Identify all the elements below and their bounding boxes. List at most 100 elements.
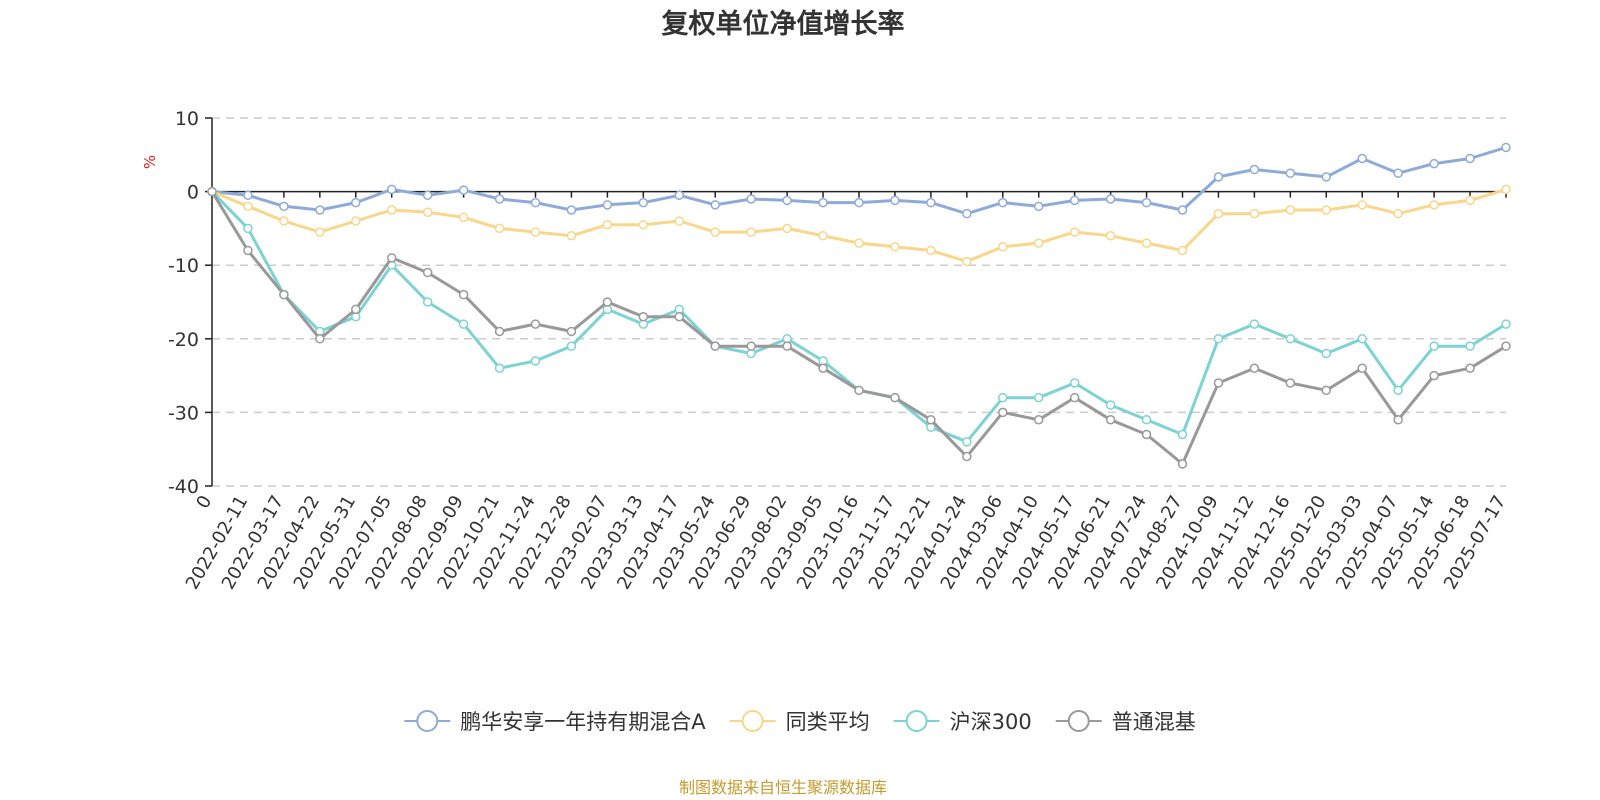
y-tick-label: 0 bbox=[187, 182, 199, 204]
data-point bbox=[818, 231, 828, 241]
data-point bbox=[1249, 363, 1260, 373]
data-point bbox=[1429, 158, 1439, 169]
legend-item[interactable]: 普通混基 bbox=[1055, 710, 1196, 734]
data-point bbox=[1321, 205, 1332, 215]
data-point bbox=[422, 297, 433, 307]
data-point bbox=[1357, 363, 1367, 373]
data-point bbox=[998, 407, 1008, 418]
legend-marker bbox=[1067, 710, 1090, 732]
data-point bbox=[530, 319, 541, 329]
series-2 bbox=[207, 186, 1511, 447]
data-point bbox=[998, 242, 1008, 252]
data-point bbox=[1501, 142, 1511, 153]
data-point bbox=[1105, 231, 1116, 241]
data-point bbox=[710, 227, 720, 237]
data-point bbox=[1069, 378, 1080, 388]
data-point bbox=[1033, 415, 1044, 425]
data-point bbox=[458, 319, 469, 329]
series-3 bbox=[207, 186, 1511, 469]
series-line bbox=[210, 190, 1507, 444]
data-point bbox=[207, 186, 217, 197]
data-point bbox=[962, 451, 972, 462]
data-point bbox=[315, 227, 325, 237]
data-point bbox=[1393, 168, 1403, 178]
data-point bbox=[962, 208, 972, 219]
data-point bbox=[818, 197, 828, 208]
legend-item[interactable]: 同类平均 bbox=[729, 710, 870, 734]
data-point bbox=[638, 197, 649, 208]
data-point bbox=[674, 190, 685, 201]
data-point bbox=[1465, 341, 1475, 351]
data-point bbox=[1105, 415, 1116, 425]
data-point bbox=[818, 363, 828, 373]
series-lines bbox=[207, 142, 1511, 469]
data-point bbox=[1069, 227, 1080, 237]
data-point bbox=[854, 197, 864, 208]
data-point bbox=[926, 415, 936, 425]
legend-label: 同类平均 bbox=[786, 710, 870, 734]
legend-label: 鹏华安享一年持有期混合A bbox=[460, 710, 706, 734]
data-point bbox=[279, 216, 289, 226]
data-point bbox=[1321, 385, 1332, 396]
legend-marker bbox=[416, 710, 439, 732]
data-point bbox=[1249, 208, 1260, 219]
data-point bbox=[782, 341, 792, 351]
data-point bbox=[710, 200, 720, 210]
data-point bbox=[1357, 153, 1367, 164]
data-point bbox=[1141, 197, 1152, 208]
data-point bbox=[494, 363, 505, 373]
data-point bbox=[998, 392, 1008, 403]
data-point bbox=[315, 334, 325, 344]
data-point bbox=[1177, 245, 1188, 256]
legend-item[interactable]: 沪深300 bbox=[893, 710, 1032, 734]
data-point bbox=[422, 267, 433, 278]
data-point bbox=[1105, 194, 1116, 204]
data-point bbox=[890, 392, 900, 403]
data-point bbox=[1429, 370, 1439, 381]
data-point bbox=[1321, 172, 1332, 182]
data-point bbox=[243, 201, 253, 212]
source-note: 制图数据来自恒生聚源数据库 bbox=[679, 778, 887, 797]
legend-marker bbox=[741, 710, 764, 732]
data-point bbox=[1393, 208, 1403, 219]
data-point bbox=[638, 311, 649, 322]
legend[interactable]: 鹏华安享一年持有期混合A 同类平均 沪深300 普通混基 bbox=[404, 710, 1196, 734]
data-point bbox=[926, 245, 936, 256]
x-axis-ticks: 02022-02-112022-03-172022-04-222022-05-3… bbox=[182, 191, 1510, 593]
data-point bbox=[1501, 319, 1511, 329]
data-point bbox=[1465, 195, 1475, 206]
data-point bbox=[1069, 392, 1080, 403]
y-tick-label: -10 bbox=[168, 255, 199, 277]
data-point bbox=[1141, 429, 1152, 440]
data-point bbox=[1285, 168, 1296, 178]
y-tick-label: 10 bbox=[175, 108, 199, 130]
data-point bbox=[1177, 429, 1188, 440]
data-point bbox=[243, 245, 253, 256]
data-point bbox=[890, 242, 900, 252]
data-point bbox=[494, 194, 505, 204]
data-point bbox=[746, 341, 756, 351]
data-point bbox=[782, 195, 792, 206]
data-point bbox=[1465, 363, 1475, 373]
y-axis-ticks: 10 0 -10 -20 -30 -40 bbox=[168, 108, 212, 498]
legend-item[interactable]: 鹏华安享一年持有期混合A bbox=[404, 710, 706, 734]
data-point bbox=[674, 216, 685, 226]
y-tick-label: -40 bbox=[168, 476, 199, 498]
data-point bbox=[1249, 164, 1260, 175]
data-point bbox=[1069, 195, 1080, 206]
data-point bbox=[1357, 334, 1367, 344]
data-point bbox=[962, 437, 972, 447]
data-point bbox=[315, 205, 325, 215]
data-point bbox=[566, 205, 577, 215]
data-point bbox=[1501, 184, 1511, 195]
legend-marker bbox=[905, 710, 928, 732]
data-point bbox=[602, 297, 613, 307]
data-point bbox=[1141, 238, 1152, 248]
data-point bbox=[1033, 238, 1044, 248]
data-point bbox=[1321, 348, 1332, 359]
data-point bbox=[530, 197, 541, 208]
data-point bbox=[1393, 385, 1403, 396]
data-point bbox=[422, 207, 433, 217]
data-point bbox=[602, 200, 613, 210]
